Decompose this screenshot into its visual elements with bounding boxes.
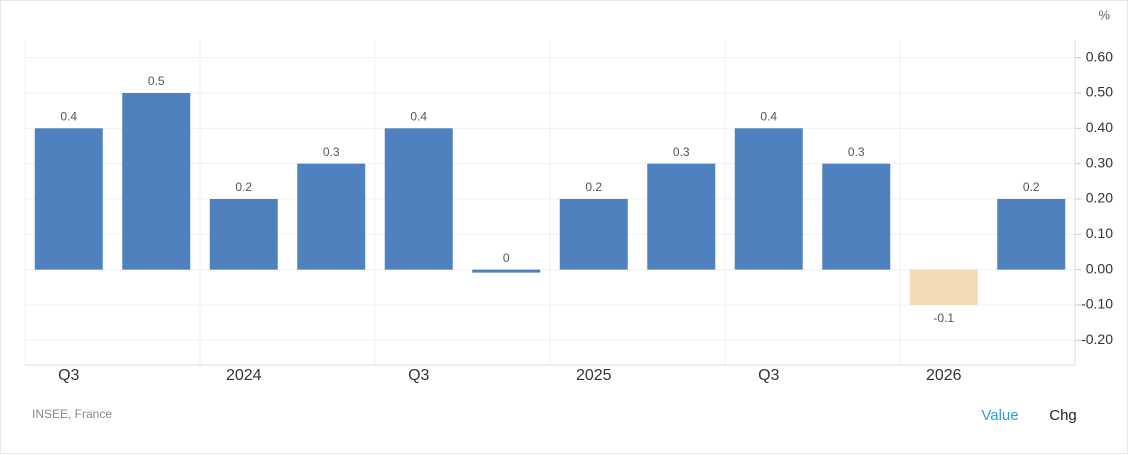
value-label: 0 <box>503 251 510 265</box>
value-label: 0.4 <box>760 109 777 123</box>
unit-label: % <box>1098 7 1110 22</box>
bar <box>297 163 366 270</box>
y-tick-label: 0.50 <box>1086 84 1113 100</box>
value-label: 0.4 <box>60 109 77 123</box>
y-tick-label: 0.10 <box>1086 225 1113 241</box>
bar <box>909 269 978 305</box>
value-label: -0.1 <box>933 311 954 325</box>
y-tick-label: 0.20 <box>1086 190 1113 206</box>
value-label: 0.4 <box>410 109 427 123</box>
value-label: 0.3 <box>848 145 865 159</box>
bar <box>734 128 803 270</box>
x-tick-label: 2024 <box>226 367 262 384</box>
y-tick-label: 0.60 <box>1086 48 1113 64</box>
y-tick-label: 0.00 <box>1086 260 1113 276</box>
bar <box>34 128 103 270</box>
value-label: 0.5 <box>148 74 165 88</box>
x-tick-label: 2026 <box>926 367 962 384</box>
bar <box>997 198 1066 270</box>
value-label: 0.2 <box>585 180 602 194</box>
x-tick-label: Q3 <box>408 367 429 384</box>
y-tick-label: -0.10 <box>1081 296 1113 312</box>
x-tick-label: 2025 <box>576 367 612 384</box>
chg-button[interactable]: Chg <box>1049 407 1077 424</box>
bar <box>647 163 716 270</box>
bar <box>384 128 453 270</box>
x-tick-label: Q3 <box>58 367 79 384</box>
value-button[interactable]: Value <box>981 407 1018 424</box>
bar <box>209 198 278 270</box>
bar <box>559 198 628 270</box>
bar <box>472 269 541 273</box>
y-tick-label: -0.20 <box>1081 331 1113 347</box>
value-label: 0.2 <box>1023 180 1040 194</box>
value-label: 0.3 <box>323 145 340 159</box>
value-label: 0.2 <box>235 180 252 194</box>
y-tick-label: 0.30 <box>1086 154 1113 170</box>
bar <box>122 92 191 270</box>
source: INSEE, France <box>32 407 112 421</box>
x-tick-label: Q3 <box>758 367 779 384</box>
value-label: 0.3 <box>673 145 690 159</box>
y-tick-label: 0.40 <box>1086 119 1113 135</box>
bar <box>822 163 891 270</box>
